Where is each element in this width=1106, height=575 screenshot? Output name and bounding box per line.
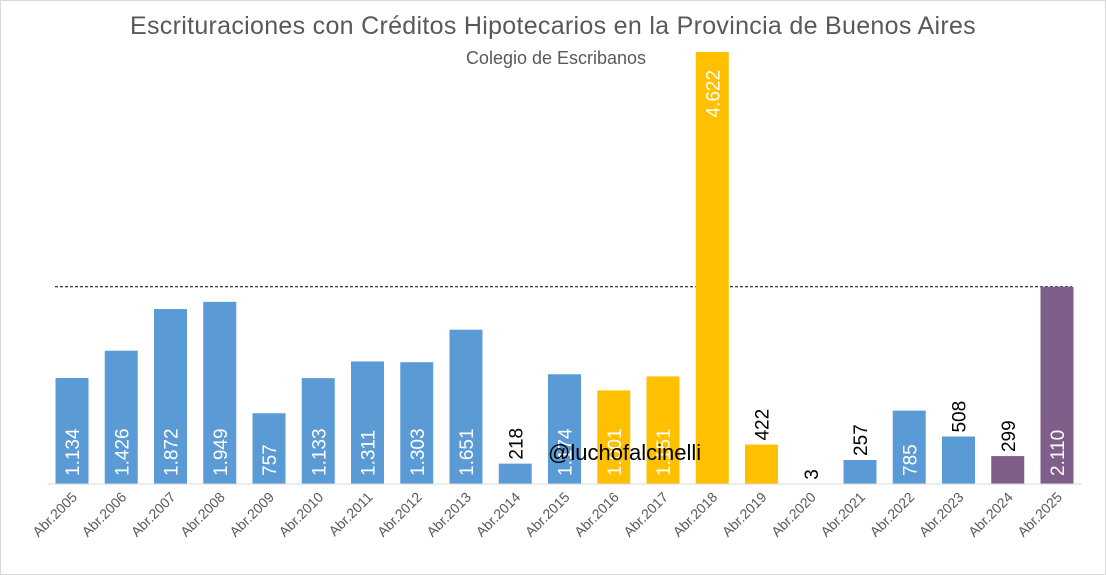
bar: [498, 463, 532, 484]
bar: [1040, 286, 1074, 484]
bar: [252, 413, 286, 484]
x-tick-label: Abr.2005: [29, 489, 80, 540]
bar: [843, 459, 877, 484]
x-tick-label: Abr.2015: [522, 489, 573, 540]
value-label: 1.151: [654, 428, 675, 476]
bar: [745, 444, 778, 484]
bar: [892, 410, 926, 484]
value-label: 4.622: [703, 70, 724, 118]
bar: [942, 436, 975, 484]
value-label: 1.311: [359, 430, 380, 476]
value-label: 422: [753, 409, 774, 441]
value-label: 1.001: [605, 428, 626, 476]
x-tick-label: Abr.2006: [78, 489, 129, 540]
x-tick-label: Abr.2022: [866, 489, 917, 540]
value-label: 2.110: [1048, 430, 1069, 476]
watermark-text: @luchofalcinelli: [548, 440, 702, 465]
bar: [55, 378, 89, 484]
bar: [301, 378, 335, 484]
value-label: 1.872: [162, 428, 183, 476]
x-tick-label: Abr.2008: [177, 489, 228, 540]
x-tick-label: Abr.2009: [226, 489, 277, 540]
value-label: 3: [802, 469, 823, 480]
bar: [597, 390, 631, 484]
value-label: 218: [506, 428, 527, 460]
value-label: 508: [950, 401, 971, 433]
value-label: 1.949: [211, 428, 232, 476]
value-label: 1.134: [63, 428, 84, 476]
value-label: 1.303: [408, 428, 429, 476]
chart-subtitle: Colegio de Escribanos: [465, 48, 647, 68]
x-tick-label: Abr.2010: [275, 489, 326, 540]
x-tick-label: Abr.2014: [472, 489, 523, 540]
value-label: 1.426: [112, 428, 133, 476]
x-tick-label: Abr.2021: [817, 489, 868, 540]
value-label: 299: [999, 420, 1020, 452]
bar: [991, 456, 1025, 484]
value-label: 785: [900, 444, 921, 476]
bar: [154, 309, 187, 484]
bar: [548, 374, 581, 484]
x-tick-label: Abr.2016: [571, 489, 622, 540]
x-tick-label: Abr.2019: [719, 489, 770, 540]
bar: [351, 361, 384, 484]
x-tick-label: Abr.2013: [423, 489, 474, 540]
x-tick-label: Abr.2017: [620, 489, 671, 540]
x-tick-label: Abr.2012: [374, 489, 425, 540]
bar: [400, 362, 434, 484]
value-label: 757: [260, 444, 281, 476]
chart-title: Escrituraciones con Créditos Hipotecario…: [130, 12, 976, 40]
value-label: 257: [851, 424, 872, 456]
x-tick-label: Abr.2025: [1014, 489, 1065, 540]
bar: [203, 301, 237, 484]
x-tick-label: Abr.2024: [965, 489, 1016, 540]
bar: [449, 329, 483, 484]
bar: [646, 376, 680, 484]
bar: [695, 52, 729, 484]
x-tick-label: Abr.2023: [916, 489, 967, 540]
value-label: 1.174: [556, 428, 577, 476]
bar: [104, 350, 138, 484]
x-tick-label: Abr.2007: [128, 489, 179, 540]
value-label: 1.651: [457, 428, 478, 476]
x-tick-label: Abr.2018: [669, 489, 720, 540]
x-tick-label: Abr.2020: [768, 489, 819, 540]
value-label: 1.133: [309, 428, 330, 476]
x-tick-label: Abr.2011: [325, 489, 375, 539]
